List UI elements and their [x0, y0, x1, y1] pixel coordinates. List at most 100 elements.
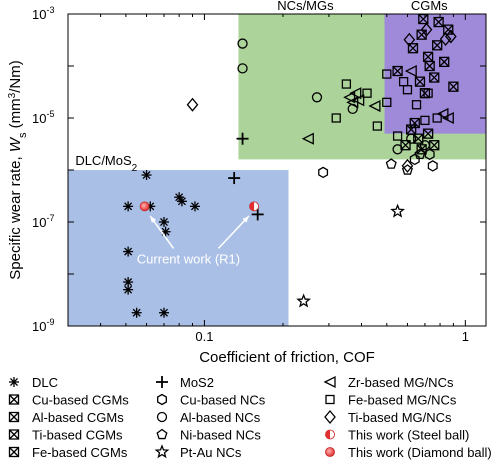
point-14-3: [422, 128, 434, 139]
x-tick-label-1: 1: [462, 329, 469, 344]
y-tick-label-3: 10-3: [32, 5, 54, 22]
point-5-3: [427, 160, 438, 172]
point-1-1: [251, 208, 264, 221]
legend-marker-0-0: [9, 377, 19, 387]
point-8-6: [404, 64, 417, 78]
legend-label-1-0: MoS2: [180, 375, 214, 390]
point-13-2: [409, 117, 420, 129]
legend-marker-1-3: [156, 428, 168, 440]
annotation-arrow-right: [217, 215, 250, 249]
legend-label-0-2: Al-based CGMs: [32, 410, 124, 425]
y-axis-title: Specific wear rate, Ws (mm3/Nm): [7, 60, 30, 279]
point-11-0: [418, 13, 429, 25]
point-14-1: [429, 140, 440, 151]
region-label-2: CGMs: [411, 0, 448, 13]
point-5-1: [424, 148, 435, 161]
legend-marker-1-1: [157, 393, 167, 406]
point-1-2: [236, 132, 249, 145]
point-5-2: [409, 153, 420, 166]
point-6-2: [311, 92, 323, 103]
legend-label-2-1: Fe-based MG/NCs: [348, 393, 457, 408]
legend-marker-0-3: [8, 429, 20, 440]
point-8-1: [343, 91, 356, 104]
legend-marker-2-4: [325, 447, 335, 457]
legend-marker-2-2: [324, 409, 336, 425]
legend-label-2-0: Zr-based MG/NCs: [348, 375, 454, 390]
legend: DLC Cu-based CGMs Al-based CGMs Ti-based CG…: [8, 375, 492, 460]
x-tick-label-0: 0.1: [195, 329, 213, 344]
legend-marker-2-1: [325, 394, 335, 405]
point-3-0: [139, 201, 150, 212]
point-1-0: [228, 172, 241, 185]
point-0-0: [141, 170, 152, 181]
point-14-4: [406, 124, 417, 135]
legend-label-1-1: Cu-based NCs: [180, 393, 266, 408]
point-12-1: [443, 24, 454, 35]
point-13-1: [419, 88, 431, 99]
point-9-8: [420, 115, 430, 126]
point-9-7: [411, 100, 422, 110]
point-6-1: [237, 63, 248, 74]
legend-marker-1-4: [154, 444, 170, 459]
region-label-1: NCs/MGs: [277, 0, 334, 13]
legend-marker-1-2: [156, 411, 168, 423]
legend-marker-0-4: [8, 446, 20, 458]
point-0-5: [189, 201, 200, 212]
legend-label-1-2: Al-based NCs: [180, 410, 261, 425]
point-9-12: [398, 77, 409, 87]
point-11-4: [414, 76, 426, 87]
y-tick-label-1: 10-7: [32, 213, 54, 230]
point-9-4: [382, 97, 392, 107]
annotation-text: Current work (R1): [137, 251, 240, 266]
legend-marker-2-3: [325, 429, 335, 440]
legend-marker-1-0: [156, 376, 168, 388]
point-10-5: [401, 158, 414, 173]
point-5-0: [318, 166, 329, 179]
point-4-0: [296, 293, 312, 308]
point-0-10: [123, 284, 134, 295]
point-9-0: [331, 113, 341, 123]
point-8-7: [436, 107, 449, 120]
point-8-0: [301, 132, 314, 145]
point-9-11: [382, 69, 392, 79]
legend-marker-2-0: [323, 375, 336, 389]
point-10-0: [186, 97, 199, 112]
point-14-0: [448, 81, 459, 92]
point-11-6: [439, 56, 450, 68]
legend-marker-0-2: [8, 411, 20, 423]
axes-layer: 0.1 1 10-9 10-7 10-5 10-3 Coefficient of frict…: [7, 5, 487, 366]
legend-label-2-3: This work (Steel ball): [348, 428, 469, 443]
point-14-2: [416, 144, 427, 155]
point-11-3: [407, 43, 419, 54]
region-0: [68, 170, 289, 326]
point-13-3: [413, 133, 424, 144]
legend-label-1-4: Pt-Au NCs: [180, 445, 242, 460]
point-12-0: [416, 29, 427, 40]
legend-label-1-3: Ni-based NCs: [180, 428, 261, 443]
annotation-arrow-left: [149, 215, 175, 249]
point-13-4: [400, 140, 411, 151]
point-2-0: [249, 201, 259, 212]
legend-label-0-0: DLC: [32, 375, 58, 390]
point-0-12: [159, 307, 170, 318]
point-4-1: [390, 203, 405, 218]
point-7-0: [385, 158, 397, 169]
point-8-5: [368, 99, 381, 113]
point-8-8: [441, 111, 454, 125]
legend-marker-0-1: [8, 394, 20, 405]
x-axis-title: Coefficient of friction, COF: [199, 349, 375, 366]
legend-label-0-3: Ti-based CGMs: [32, 428, 123, 443]
legend-label-2-2: Ti-based MG/NCs: [348, 410, 452, 425]
point-0-4: [176, 196, 187, 207]
data-points-layer: [123, 13, 459, 318]
point-10-4: [439, 32, 452, 47]
point-11-5: [429, 72, 440, 83]
legend-label-0-1: Cu-based CGMs: [32, 393, 129, 408]
point-10-1: [403, 32, 416, 47]
legend-label-2-4: This work (Diamond ball): [348, 445, 492, 460]
point-9-5: [392, 131, 403, 141]
point-0-11: [131, 307, 142, 318]
point-11-1: [433, 16, 444, 28]
legend-label-0-4: Fe-based CGMs: [32, 445, 128, 460]
